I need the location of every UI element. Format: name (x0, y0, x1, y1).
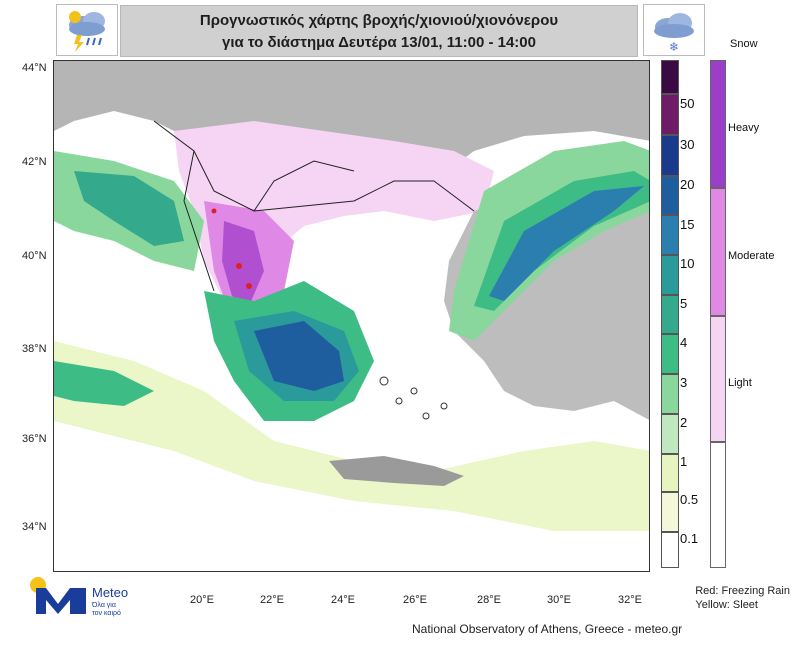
scale-swatch-4 (661, 334, 679, 374)
scale-swatch-10 (661, 255, 679, 295)
rain-snow-lightning-icon (56, 4, 118, 56)
scale-label-50: 50 (680, 96, 695, 111)
snow-scale-title: Snow (730, 38, 758, 50)
lon-label-20: 20°E (190, 594, 214, 606)
map-title-box: Προγνωστικός χάρτης βροχής/χιονιού/χιονό… (120, 5, 638, 57)
scale-swatch-50 (661, 94, 679, 135)
lat-label-42: 42°N (22, 156, 47, 168)
scale-label-10: 10 (680, 256, 695, 271)
lon-label-26: 26°E (403, 594, 427, 606)
lat-label-44: 44°N (22, 62, 47, 74)
map-title-line1: Προγνωστικός χάρτης βροχής/χιονιού/χιονό… (199, 12, 559, 29)
snow-swatch-heavy (710, 60, 726, 188)
snow-swatch-none (710, 442, 726, 568)
scale-swatch-2 (661, 414, 679, 454)
snow-swatch-light (710, 316, 726, 442)
snow-label-heavy: Heavy (728, 122, 760, 134)
lat-label-34: 34°N (22, 521, 47, 533)
scale-label-1: 1 (680, 454, 688, 469)
scale-label-0.5: 0.5 (680, 492, 699, 507)
scale-label-4: 4 (680, 335, 688, 350)
scale-swatch-15 (661, 215, 679, 255)
scale-label-3: 3 (680, 375, 688, 390)
scale-swatch-top (661, 60, 679, 94)
map-title-line2: για το διάστημα Δευτέρα 13/01, 11:00 - 1… (222, 34, 536, 51)
snow-label-light: Light (728, 377, 752, 389)
scale-label-5: 5 (680, 296, 688, 311)
scale-swatch-3 (661, 374, 679, 414)
legend-note-red: Red: Freezing Rain (695, 585, 790, 597)
logo-tagline2: τον καιρό (92, 610, 121, 617)
snow-swatch-moderate (710, 188, 726, 316)
legend-note-yellow: Yellow: Sleet (695, 599, 758, 611)
scale-swatch-01 (661, 532, 679, 568)
cloud-snow-icon: ❄ (643, 4, 705, 56)
scale-swatch-5 (661, 295, 679, 334)
lon-label-32: 32°E (618, 594, 642, 606)
svg-text:❄: ❄ (669, 40, 679, 54)
precipitation-map (53, 60, 650, 572)
meteo-logo: Meteo Όλα για τον καιρό (28, 576, 148, 622)
lat-label-40: 40°N (22, 250, 47, 262)
lon-label-30: 30°E (547, 594, 571, 606)
scale-label-20: 20 (680, 177, 695, 192)
scale-swatch-1 (661, 454, 679, 492)
scale-label-2: 2 (680, 415, 688, 430)
scale-swatch-05 (661, 492, 679, 532)
credit-text: National Observatory of Athens, Greece -… (412, 622, 683, 636)
lon-label-22: 22°E (260, 594, 284, 606)
lat-label-36: 36°N (22, 433, 47, 445)
lat-label-38: 38°N (22, 343, 47, 355)
lon-label-24: 24°E (331, 594, 355, 606)
scale-label-15: 15 (680, 217, 695, 232)
scale-swatch-20 (661, 176, 679, 215)
scale-label-0.1: 0.1 (680, 531, 699, 546)
scale-label-30: 30 (680, 137, 695, 152)
lon-label-28: 28°E (477, 594, 501, 606)
scale-swatch-30 (661, 135, 679, 176)
snow-label-moderate: Moderate (728, 250, 775, 262)
logo-name: Meteo (92, 585, 129, 600)
logo-tagline1: Όλα για (92, 602, 116, 609)
